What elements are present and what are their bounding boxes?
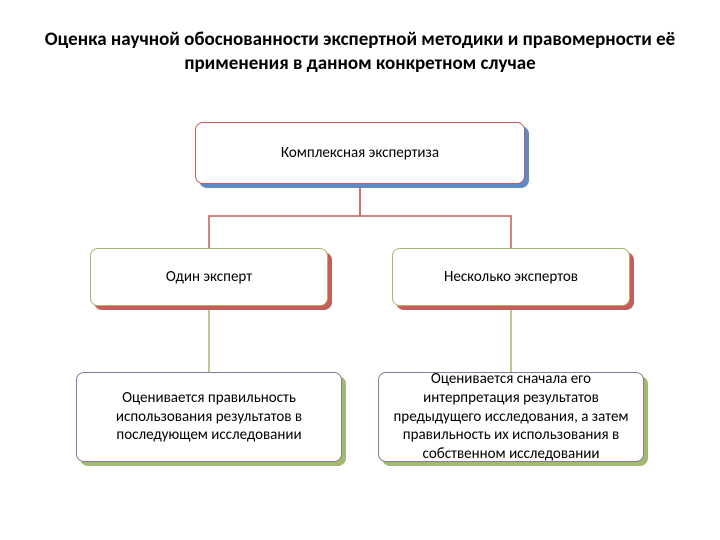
node-right2: Оценивается сначала его интерпретация ре… bbox=[378, 372, 644, 462]
node-label: Оценивается сначала его интерпретация ре… bbox=[378, 372, 644, 462]
node-label: Комплексная экспертиза bbox=[195, 122, 525, 184]
node-label: Оценивается правильность использования р… bbox=[76, 372, 342, 462]
node-label: Один эксперт bbox=[90, 248, 328, 306]
node-left2: Оценивается правильность использования р… bbox=[76, 372, 342, 462]
node-label: Несколько экспертов bbox=[392, 248, 630, 306]
node-left1: Один эксперт bbox=[90, 248, 328, 306]
diagram-title: Оценка научной обоснованности экспертной… bbox=[40, 28, 680, 76]
node-right1: Несколько экспертов bbox=[392, 248, 630, 306]
node-root: Комплексная экспертиза bbox=[195, 122, 525, 184]
